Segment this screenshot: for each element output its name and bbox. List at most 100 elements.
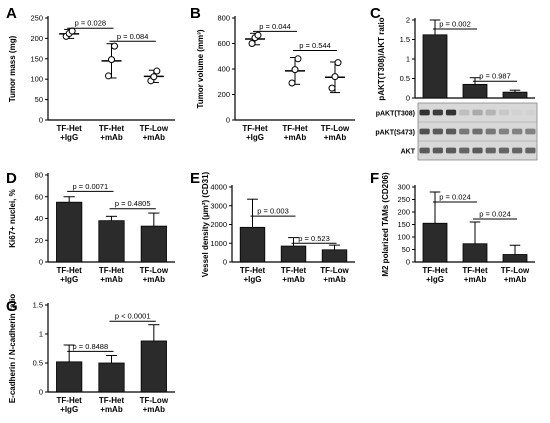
x-category-label-line: +mAb (143, 133, 166, 142)
y-tick-label: 1000 (210, 239, 227, 248)
y-axis-label: E-cadherin / N-cadherin ratio (8, 294, 17, 403)
x-category-label-line: TF-Het (99, 124, 125, 133)
x-category-label-line: +mAb (464, 275, 487, 284)
x-category-label-line: +IgG (60, 275, 78, 284)
blot-band (472, 147, 483, 154)
y-tick-label: 1.5 (400, 35, 410, 44)
x-category-label-line: +mAb (323, 275, 346, 284)
x-category-label-line: TF-Low (140, 124, 169, 133)
y-tick-label: 250 (30, 14, 43, 23)
x-category-label-line: TF-Het (422, 266, 448, 275)
blot-band (472, 109, 483, 116)
x-category-label: TF-Het+IgG (240, 266, 266, 284)
p-value-label: p = 0.523 (298, 234, 330, 243)
x-category-label-line: TF-Het (281, 266, 307, 275)
blot-band (525, 109, 536, 116)
y-tick-label: 100 (397, 233, 410, 242)
blot-band (525, 128, 536, 135)
blot-band (445, 109, 457, 116)
y-tick-label: 1 (39, 330, 43, 339)
blot-row-label: pAKT(S473) (375, 130, 415, 137)
blot-band (432, 147, 443, 154)
bar (56, 361, 83, 393)
blot-band (472, 128, 483, 135)
data-point (68, 27, 76, 35)
x-category-label: TF-Het+mAb (99, 266, 125, 284)
data-point (254, 31, 262, 39)
y-axis-label: Vessel density (μm²) (CD31) (201, 171, 210, 277)
y-tick-label: 0 (223, 258, 227, 267)
blot-band (498, 109, 510, 116)
data-point (291, 66, 299, 74)
y-tick-label: 50 (402, 245, 410, 254)
x-category-label: TF-Low+mAb (140, 124, 169, 142)
bar (462, 243, 488, 263)
y-tick-label: 1 (406, 55, 410, 64)
x-category-label: TF-Het+IgG (242, 124, 268, 142)
blot-band (445, 128, 457, 135)
x-category-label-line: +IgG (246, 133, 264, 142)
panel-letter: D (6, 170, 17, 187)
x-category-label-line: +IgG (60, 405, 78, 414)
x-category-label-line: TF-Low (140, 266, 169, 275)
x-category-label-line: +mAb (324, 133, 347, 142)
y-tick-label: 0 (39, 116, 43, 125)
x-category-label: TF-Low+mAb (320, 266, 349, 284)
blot-band (432, 128, 443, 135)
y-tick-label: 200 (397, 208, 410, 217)
panel-g: G 0 0.5 1 1.5 E-cadherin / N-cadherin ratio TF… (6, 294, 175, 414)
blot-band (445, 147, 457, 154)
p-value-label: p = 0.003 (257, 207, 289, 216)
x-category-label-line: TF-Het (99, 266, 125, 275)
y-tick-label: 2000 (210, 220, 227, 229)
bar (462, 83, 488, 99)
p-value-label: p = 0.028 (75, 19, 107, 28)
y-tick-label: 3000 (210, 201, 227, 210)
y-tick-label: 80 (35, 171, 43, 180)
x-category-label-line: TF-Low (140, 396, 169, 405)
panel-letter: A (6, 5, 17, 22)
y-tick-label: 0 (226, 116, 230, 125)
panel-letter: G (6, 298, 18, 315)
bar (98, 220, 125, 263)
blot-band (459, 128, 470, 135)
bar (239, 226, 266, 263)
data-point (294, 55, 302, 63)
blot-band (459, 109, 470, 116)
y-tick-label: 20 (35, 236, 43, 245)
bar (56, 201, 83, 263)
y-tick-label: 0.5 (400, 74, 410, 83)
y-tick-label: 2 (406, 16, 410, 25)
x-category-label-line: +mAb (282, 275, 305, 284)
y-tick-label: 600 (217, 39, 230, 48)
bar (502, 91, 528, 99)
y-tick-label: 1.5 (33, 301, 43, 310)
x-category-label-line: TF-Het (240, 266, 266, 275)
y-tick-label: 0 (39, 258, 43, 267)
y-tick-label: 400 (217, 65, 230, 74)
panel-letter: B (190, 5, 201, 22)
y-axis-label: Ki67+ nuclei, % (8, 189, 17, 247)
blot-band (419, 109, 430, 116)
blot-band (498, 147, 510, 154)
bar (321, 249, 348, 263)
data-point (334, 59, 342, 67)
y-tick-label: 0 (406, 94, 410, 103)
y-tick-label: 100 (30, 75, 43, 84)
panel-letter: C (370, 5, 381, 22)
x-category-label-line: +mAb (143, 405, 166, 414)
x-category-label-line: +mAb (504, 275, 527, 284)
x-category-label-line: TF-Low (321, 124, 350, 133)
x-category-label: TF-Low+mAb (140, 266, 169, 284)
bar (140, 225, 167, 263)
bar (422, 34, 448, 99)
bar (502, 254, 528, 263)
x-category-label: TF-Het+mAb (99, 396, 125, 414)
y-tick-label: 0.5 (33, 359, 43, 368)
x-category-label: TF-Het+IgG (57, 266, 83, 284)
y-tick-label: 150 (397, 220, 410, 229)
